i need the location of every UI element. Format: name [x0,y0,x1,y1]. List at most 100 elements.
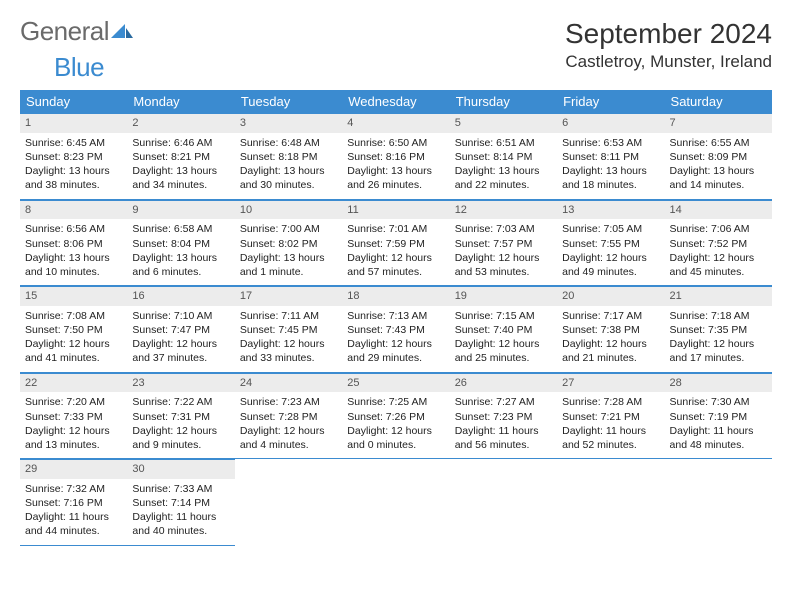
day-number: 22 [20,373,127,393]
sunrise-line: Sunrise: 6:56 AM [25,222,122,236]
location: Castletroy, Munster, Ireland [565,52,772,72]
sunrise-line: Sunrise: 6:46 AM [132,136,229,150]
sunrise-line: Sunrise: 7:28 AM [562,395,659,409]
sunrise-line: Sunrise: 7:32 AM [25,482,122,496]
daylight-line: Daylight: 12 hours and 9 minutes. [132,424,229,452]
daylight-line: Daylight: 12 hours and 25 minutes. [455,337,552,365]
calendar-day-cell: 23Sunrise: 7:22 AMSunset: 7:31 PMDayligh… [127,372,234,459]
day-number: 13 [557,200,664,220]
day-number: 18 [342,286,449,306]
sunrise-line: Sunrise: 7:33 AM [132,482,229,496]
sunset-line: Sunset: 7:26 PM [347,410,444,424]
day-number: 2 [127,113,234,133]
sunset-line: Sunset: 8:21 PM [132,150,229,164]
day-number: 27 [557,373,664,393]
sunrise-line: Sunrise: 7:00 AM [240,222,337,236]
sunset-line: Sunset: 7:59 PM [347,237,444,251]
daylight-line: Daylight: 13 hours and 34 minutes. [132,164,229,192]
daylight-line: Daylight: 13 hours and 1 minute. [240,251,337,279]
calendar-week-row: 1Sunrise: 6:45 AMSunset: 8:23 PMDaylight… [20,113,772,199]
day-number: 3 [235,113,342,133]
weekday-header: Tuesday [235,90,342,113]
daylight-line: Daylight: 13 hours and 26 minutes. [347,164,444,192]
weekday-header: Thursday [450,90,557,113]
day-number: 21 [665,286,772,306]
day-number: 4 [342,113,449,133]
sunrise-line: Sunrise: 7:08 AM [25,309,122,323]
sunrise-line: Sunrise: 6:53 AM [562,136,659,150]
calendar-day-cell: 19Sunrise: 7:15 AMSunset: 7:40 PMDayligh… [450,286,557,373]
calendar-empty-cell [342,459,449,546]
day-number: 20 [557,286,664,306]
day-number: 24 [235,373,342,393]
calendar-day-cell: 12Sunrise: 7:03 AMSunset: 7:57 PMDayligh… [450,199,557,286]
daylight-line: Daylight: 13 hours and 18 minutes. [562,164,659,192]
day-number: 19 [450,286,557,306]
calendar-day-cell: 4Sunrise: 6:50 AMSunset: 8:16 PMDaylight… [342,113,449,199]
sunset-line: Sunset: 7:55 PM [562,237,659,251]
day-number: 28 [665,373,772,393]
daylight-line: Daylight: 13 hours and 6 minutes. [132,251,229,279]
sunset-line: Sunset: 7:50 PM [25,323,122,337]
daylight-line: Daylight: 13 hours and 30 minutes. [240,164,337,192]
calendar-day-cell: 28Sunrise: 7:30 AMSunset: 7:19 PMDayligh… [665,372,772,459]
weekday-header: Friday [557,90,664,113]
sunset-line: Sunset: 7:52 PM [670,237,767,251]
calendar-empty-cell [557,459,664,546]
day-number: 8 [20,200,127,220]
daylight-line: Daylight: 11 hours and 52 minutes. [562,424,659,452]
calendar-week-row: 8 Sunrise: 6:56 AMSunset: 8:06 PM Daylight… [20,199,772,286]
day-number: 9 [127,200,234,220]
sunset-line: Sunset: 8:06 PM [25,237,122,251]
calendar-day-cell: 20Sunrise: 7:17 AMSunset: 7:38 PMDayligh… [557,286,664,373]
weekday-header: Saturday [665,90,772,113]
calendar-day-cell: 15Sunrise: 7:08 AMSunset: 7:50 PMDayligh… [20,286,127,373]
sunrise-line: Sunrise: 6:58 AM [132,222,229,236]
sunset-line: Sunset: 7:33 PM [25,410,122,424]
weekday-header: Wednesday [342,90,449,113]
logo-text-gray: General [20,16,109,46]
day-number: 7 [665,113,772,133]
calendar-day-cell: 16Sunrise: 7:10 AMSunset: 7:47 PMDayligh… [127,286,234,373]
sunset-line: Sunset: 7:40 PM [455,323,552,337]
day-number: 6 [557,113,664,133]
sunrise-line: Sunrise: 7:25 AM [347,395,444,409]
sunset-line: Sunset: 8:02 PM [240,237,337,251]
calendar-day-cell: 30Sunrise: 7:33 AMSunset: 7:14 PMDayligh… [127,459,234,546]
day-number: 10 [235,200,342,220]
calendar-day-cell: 2 Sunrise: 6:46 AMSunset: 8:21 PMDaylight… [127,113,234,199]
sunset-line: Sunset: 7:57 PM [455,237,552,251]
weekday-header: Monday [127,90,234,113]
calendar-week-row: 15 Sunrise: 7:08 AMSunset: 7:50 PM Dayligh… [20,286,772,373]
calendar-day-cell: 5Sunrise: 6:51 AMSunset: 8:14 PMDaylight… [450,113,557,199]
day-number: 30 [127,459,234,479]
calendar-week-row: 29Sunrise: 7:32 AMSunset: 7:16 PMDayligh… [20,459,772,546]
day-number: 15 [20,286,127,306]
sunrise-line: Sunrise: 6:51 AM [455,136,552,150]
calendar-day-cell: 9Sunrise: 6:58 AMSunset: 8:04 PMDaylight… [127,199,234,286]
logo-sail-icon [111,18,133,44]
daylight-line: Daylight: 13 hours and 22 minutes. [455,164,552,192]
sunset-line: Sunset: 7:45 PM [240,323,337,337]
sunset-line: Sunset: 7:43 PM [347,323,444,337]
sunrise-line: Sunrise: 6:55 AM [670,136,767,150]
day-number: 25 [342,373,449,393]
sunrise-line: Sunrise: 7:27 AM [455,395,552,409]
calendar-day-cell: 29Sunrise: 7:32 AMSunset: 7:16 PMDayligh… [20,459,127,546]
sunrise-line: Sunrise: 7:18 AM [670,309,767,323]
day-number: 12 [450,200,557,220]
daylight-line: Daylight: 12 hours and 17 minutes. [670,337,767,365]
calendar-empty-cell [235,459,342,546]
month-title: September 2024 [565,18,772,50]
sunset-line: Sunset: 8:16 PM [347,150,444,164]
sunrise-line: Sunrise: 6:45 AM [25,136,122,150]
daylight-line: Daylight: 11 hours and 56 minutes. [455,424,552,452]
sunrise-line: Sunrise: 7:01 AM [347,222,444,236]
sunrise-line: Sunrise: 7:20 AM [25,395,122,409]
calendar-day-cell: 11Sunrise: 7:01 AMSunset: 7:59 PMDayligh… [342,199,449,286]
sunset-line: Sunset: 7:21 PM [562,410,659,424]
sunset-line: Sunset: 8:09 PM [670,150,767,164]
daylight-line: Daylight: 13 hours and 38 minutes. [25,164,122,192]
day-number: 23 [127,373,234,393]
sunrise-line: Sunrise: 7:30 AM [670,395,767,409]
